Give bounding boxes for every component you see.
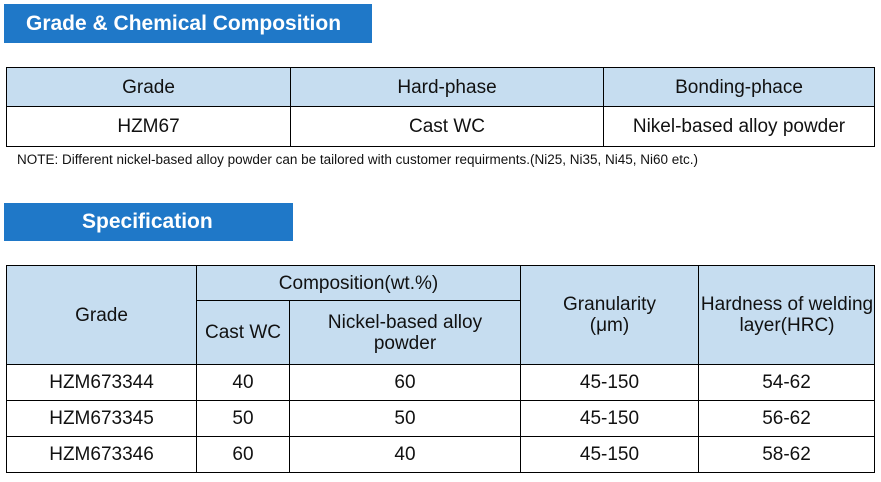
grade-cell: HZM673345 [6,400,197,437]
spec-header-row-2: Cast WC Nickel-based alloy powder [7,300,875,365]
grade-cell: HZM673344 [6,364,197,401]
cast-wc-header: Cast WC [196,300,290,365]
specification-table: Grade Composition(wt.%) Granularity (μm)… [6,265,875,473]
table-row: HZM673345 50 50 45-150 56-62 [6,400,875,437]
hard-phase-cell: Cast WC [290,106,604,147]
composition-header: Composition(wt.%) [196,265,521,301]
spec-header-row-1: Grade Composition(wt.%) Granularity (μm)… [6,265,875,365]
granularity-cell: 45-150 [520,364,699,401]
grade-cell: HZM67 [6,106,291,147]
grade-table-header-row: Grade Hard-phase Bonding-phace [6,67,875,107]
bonding-phase-header-cell: Bonding-phace [603,67,875,107]
spec-grade-header: Grade [6,265,197,365]
hardness-cell: 54-62 [698,364,875,401]
specification-banner: Specification [4,203,293,241]
granularity-cell: 45-150 [520,400,699,437]
cast-wc-cell: 50 [196,400,290,437]
hardness-header-label: Hardness of welding layer(HRC) [700,294,874,336]
nickel-powder-header-label: Nickel-based alloy powder [327,311,483,354]
nickel-cell: 40 [289,436,521,473]
specification-title: Specification [82,210,213,233]
grade-composition-title: Grade & Chemical Composition [26,11,342,35]
nickel-powder-header: Nickel-based alloy powder [289,300,521,365]
cast-wc-cell: 60 [196,436,290,473]
table-row: HZM67 Cast WC Nikel-based alloy powder [6,106,875,147]
grade-composition-table: Grade Hard-phase Bonding-phace HZM67 Cas… [6,67,875,147]
granularity-header-label: Granularity (μm) [563,294,656,336]
hard-phase-header-cell: Hard-phase [290,67,604,107]
table-row: HZM673344 40 60 45-150 54-62 [6,364,875,401]
hardness-header: Hardness of welding layer(HRC) [698,265,875,365]
cast-wc-cell: 40 [196,364,290,401]
bonding-phase-cell: Nikel-based alloy powder [603,106,875,147]
grade-composition-banner: Grade & Chemical Composition [4,4,372,43]
granularity-cell: 45-150 [520,436,699,473]
nickel-cell: 50 [289,400,521,437]
grade-header-cell: Grade [6,67,291,107]
customization-note: NOTE: Different nickel-based alloy powde… [17,152,699,167]
nickel-cell: 60 [289,364,521,401]
grade-cell: HZM673346 [6,436,197,473]
table-row: HZM673346 60 40 45-150 58-62 [6,436,875,473]
hardness-cell: 58-62 [698,436,875,473]
hardness-cell: 56-62 [698,400,875,437]
granularity-header: Granularity (μm) [520,265,699,365]
